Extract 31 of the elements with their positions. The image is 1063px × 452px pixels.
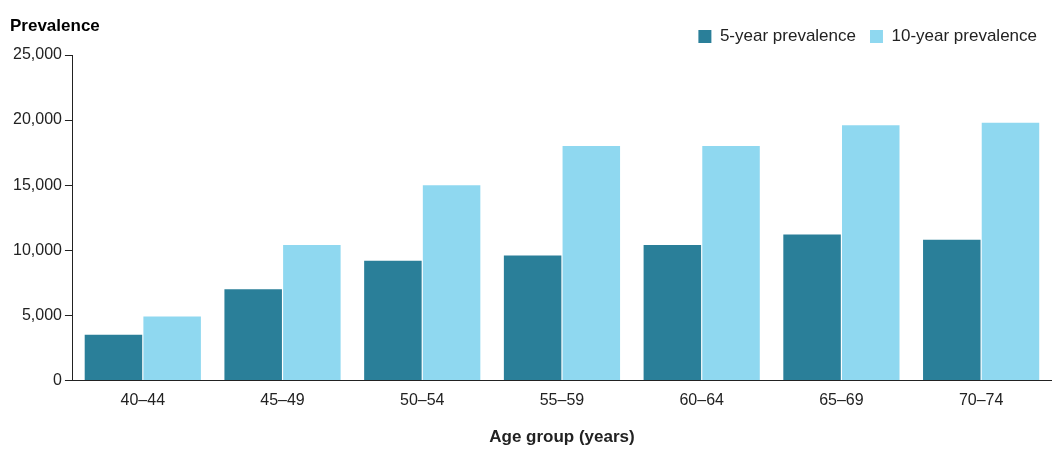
legend-label: 5-year prevalence <box>719 26 856 46</box>
y-tick-label: 25,000 <box>13 45 63 63</box>
bar <box>923 239 981 380</box>
bar <box>842 125 900 380</box>
y-tick-label: 0 <box>53 370 63 388</box>
y-tick-label: 20,000 <box>13 110 63 128</box>
bar <box>562 146 621 380</box>
y-tick-label: 10,000 <box>13 240 63 258</box>
bar <box>224 289 282 380</box>
x-axis-title: Age group (years) <box>489 427 635 447</box>
bar <box>981 122 1040 380</box>
x-tick-label: 45–49 <box>260 391 305 409</box>
y-tick-label: 15,000 <box>13 175 63 193</box>
y-axis-title: Prevalence <box>10 16 100 36</box>
bar <box>422 185 481 380</box>
x-tick-label: 65–69 <box>819 391 864 409</box>
x-tick-label: 55–59 <box>539 391 585 409</box>
bar <box>503 255 562 380</box>
bar <box>702 146 760 380</box>
legend-label: 10-year prevalence <box>891 26 1037 46</box>
bar <box>364 260 422 380</box>
x-tick-label: 60–64 <box>679 391 725 409</box>
x-tick-label: 70–74 <box>958 391 1004 409</box>
x-tick-label: 50–54 <box>400 391 445 409</box>
bar <box>84 334 143 380</box>
bar <box>283 245 341 380</box>
x-tick-label: 40–44 <box>120 391 166 409</box>
bar <box>143 316 201 380</box>
bar <box>643 245 702 380</box>
y-tick-label: 5,000 <box>21 305 63 323</box>
bar <box>783 234 841 380</box>
